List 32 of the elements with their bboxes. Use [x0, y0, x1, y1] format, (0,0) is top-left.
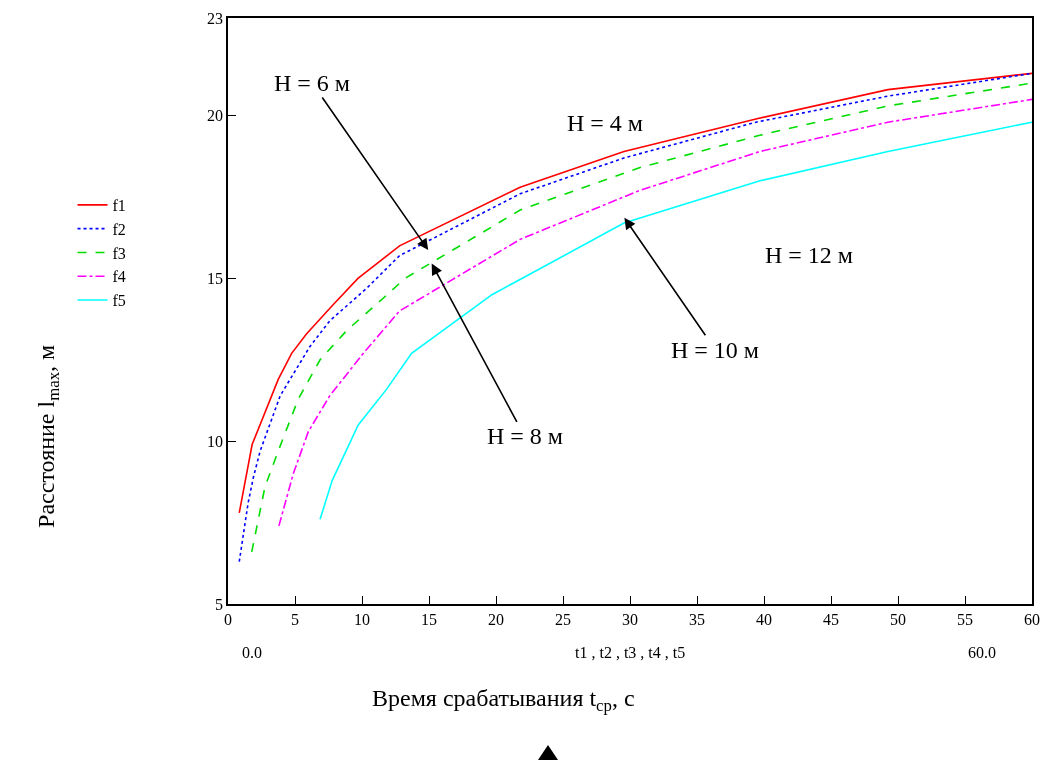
- x-tick-label: 25: [555, 610, 571, 628]
- legend-label: f1: [112, 197, 126, 215]
- annotation: H = 12 м: [765, 242, 854, 268]
- text: 0.0: [242, 644, 262, 661]
- legend-label: f5: [112, 292, 126, 310]
- x-tick-label: 30: [622, 610, 638, 628]
- legend-label: f3: [112, 244, 126, 262]
- text: t1 , t2 , t3 , t4 , t5: [575, 644, 686, 661]
- y-tick-label: 20: [207, 107, 224, 125]
- annotation: H = 6 м: [274, 70, 351, 96]
- x-tick-label: 50: [890, 610, 906, 628]
- annotation: H = 4 м: [567, 110, 644, 136]
- y-tick-label: 10: [207, 432, 224, 450]
- text: 60.0: [968, 644, 996, 661]
- x-tick-label: 60: [1024, 610, 1040, 628]
- x-tick-label: 55: [957, 610, 973, 628]
- x-tick-label: 20: [488, 610, 504, 628]
- x-tick-label: 45: [823, 610, 839, 628]
- x-tick-label: 0: [224, 610, 232, 628]
- x-axis-title: Время срабатывания t$_{ср}$, с: [372, 685, 635, 716]
- x-tick-label: 10: [354, 610, 370, 628]
- x-tick-label: 35: [689, 610, 705, 628]
- annotation: H = 10 м: [671, 337, 760, 363]
- y-tick-label: 5: [215, 595, 224, 613]
- y-tick-label: 15: [207, 270, 224, 288]
- y-tick-label: 23: [207, 9, 224, 27]
- annotation: H = 8 м: [487, 423, 564, 449]
- legend-label: f2: [112, 220, 126, 238]
- x-tick-label: 5: [291, 610, 299, 628]
- x-tick-label: 40: [756, 610, 772, 628]
- x-tick-label: 15: [421, 610, 437, 628]
- legend-label: f4: [112, 268, 126, 286]
